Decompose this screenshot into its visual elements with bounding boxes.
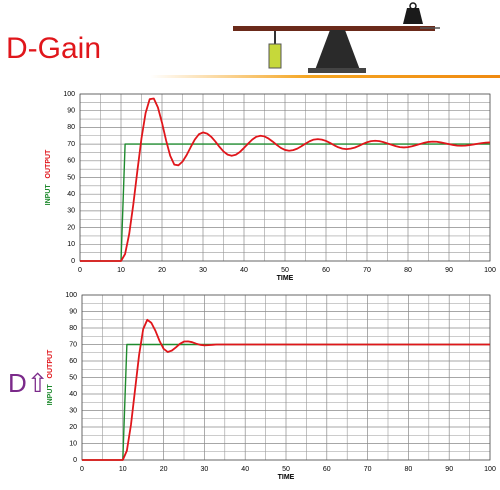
x-tick-label: 0 (80, 466, 84, 473)
y-tick-label: 70 (69, 341, 77, 348)
x-tick-label: 80 (405, 466, 413, 473)
seesaw-beam (233, 26, 435, 31)
y-tick-label: 90 (69, 308, 77, 315)
y-tick-label: 10 (69, 440, 77, 447)
x-tick-label: 50 (281, 267, 289, 274)
x-tick-label: 30 (201, 466, 209, 473)
y-tick-label: 60 (69, 358, 77, 365)
y-tick-label: 0 (71, 258, 75, 265)
y-tick-label: 60 (67, 158, 75, 165)
y-tick-label: 20 (67, 224, 75, 231)
y-axis-label: INPUT OUTPUT (47, 349, 54, 405)
y-tick-label: 0 (73, 457, 77, 464)
x-tick-label: 40 (240, 267, 248, 274)
x-tick-label: 70 (364, 466, 372, 473)
y-axis-label: INPUT OUTPUT (45, 149, 52, 205)
x-tick-label: 10 (117, 267, 125, 274)
y-tick-label: 10 (67, 241, 75, 248)
x-tick-label: 90 (445, 267, 453, 274)
x-axis-label: TIME (277, 275, 294, 282)
x-tick-label: 50 (282, 466, 290, 473)
x-tick-label: 70 (363, 267, 371, 274)
x-tick-label: 60 (323, 466, 331, 473)
x-tick-label: 20 (160, 466, 168, 473)
x-tick-label: 90 (445, 466, 453, 473)
plot-frame (81, 294, 491, 461)
legend-entry: OUTPUT (47, 349, 54, 379)
chart: 0 10 20 30 40 50 60 70 80 90 100 0 10 20 30 40 50 60 70 80 9… (47, 292, 496, 481)
y-tick-label: 100 (63, 91, 75, 98)
series-line (80, 97, 491, 262)
x-tick-label: 100 (484, 267, 496, 274)
series-line (82, 318, 490, 461)
y-tick-label: 40 (69, 391, 77, 398)
x-axis-label: TIME (278, 474, 295, 481)
seesaw-illustration (233, 2, 440, 73)
y-tick-label: 80 (69, 325, 77, 332)
x-tick-label: 40 (241, 466, 249, 473)
y-tick-label: 30 (69, 407, 77, 414)
weight-handle (409, 2, 417, 10)
fulcrum (315, 30, 360, 70)
y-tick-label: 90 (67, 108, 75, 115)
top-weight (403, 8, 423, 24)
y-tick-label: 20 (69, 424, 77, 431)
x-tick-label: 10 (119, 466, 127, 473)
x-tick-label: 30 (199, 267, 207, 274)
y-tick-label: 40 (67, 191, 75, 198)
y-tick-label: 100 (65, 292, 77, 299)
y-tick-label: 50 (69, 374, 77, 381)
x-tick-label: 100 (484, 466, 496, 473)
y-tick-label: 30 (67, 208, 75, 215)
x-tick-label: 80 (404, 267, 412, 274)
slide-note: D⇧ (8, 368, 49, 398)
y-tick-label: 80 (67, 124, 75, 131)
fulcrum-base (308, 68, 366, 73)
plot-frame (79, 93, 491, 262)
legend-entry: INPUT (45, 184, 52, 206)
x-tick-label: 0 (78, 267, 82, 274)
x-tick-label: 60 (322, 267, 330, 274)
header-rule (150, 75, 500, 78)
hanging-weight (268, 43, 282, 69)
chart: 0 10 20 30 40 50 60 70 80 90 100 0 10 20 30 40 50 60 70 80 9… (45, 91, 496, 282)
legend-entry: OUTPUT (45, 149, 52, 179)
y-tick-label: 50 (67, 174, 75, 181)
legend-entry: INPUT (47, 384, 54, 406)
y-tick-label: 70 (67, 141, 75, 148)
slide-title: D-Gain (6, 32, 101, 65)
x-tick-label: 20 (158, 267, 166, 274)
